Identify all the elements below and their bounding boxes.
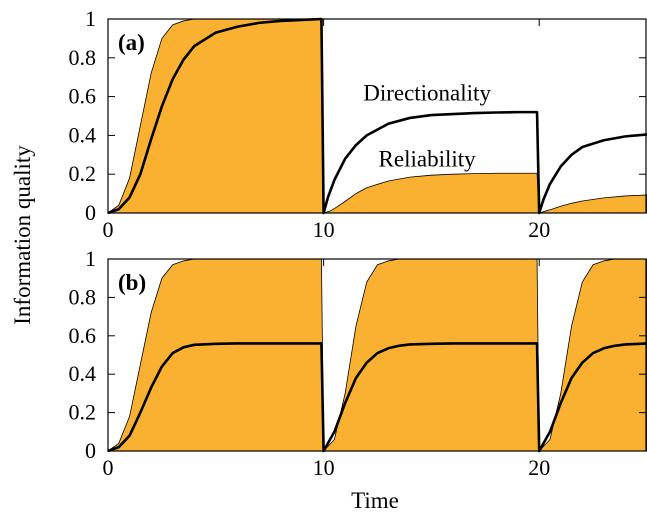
y-tick-label: 0.2 <box>69 400 97 425</box>
plot-frame <box>107 18 647 214</box>
x-tick-label: 0 <box>103 217 114 242</box>
x-axis-label: Time <box>351 488 399 513</box>
series-reliability-area <box>106 258 647 453</box>
x-tick-label: 10 <box>313 217 335 242</box>
annotation-reliability: Reliability <box>379 146 477 171</box>
y-tick-label: 0.8 <box>69 45 97 70</box>
y-tick-label: 0.6 <box>69 84 97 109</box>
panel-label: (a) <box>118 30 145 55</box>
x-tick-label: 20 <box>528 455 550 480</box>
annotation-directionality: Directionality <box>363 80 491 105</box>
y-axis-label: Information quality <box>10 145 35 325</box>
plot-frame <box>107 258 647 452</box>
series-reliability-area <box>106 18 647 214</box>
y-tick-label: 1 <box>85 6 96 31</box>
x-tick-label: 20 <box>528 217 550 242</box>
series-directionality-line <box>107 342 647 453</box>
y-tick-label: 0.6 <box>69 323 97 348</box>
y-tick-label: 0.2 <box>69 161 97 186</box>
panel-b: 00.20.40.60.810 10 20(b) <box>69 246 647 480</box>
y-tick-label: 1 <box>85 246 96 271</box>
y-tick-label: 0.4 <box>69 122 97 147</box>
y-tick-label: 0 <box>85 200 96 225</box>
y-tick-label: 0.4 <box>69 361 97 386</box>
y-tick-label: 0 <box>85 438 96 463</box>
x-tick-label: 10 <box>313 455 335 480</box>
panel-label: (b) <box>118 270 146 295</box>
y-tick-label: 0.8 <box>69 284 97 309</box>
panel-a: 00.20.40.60.810 10 20(a)DirectionalityReli… <box>69 6 647 242</box>
series-directionality-line <box>107 17 647 215</box>
x-tick-label: 0 <box>103 455 114 480</box>
